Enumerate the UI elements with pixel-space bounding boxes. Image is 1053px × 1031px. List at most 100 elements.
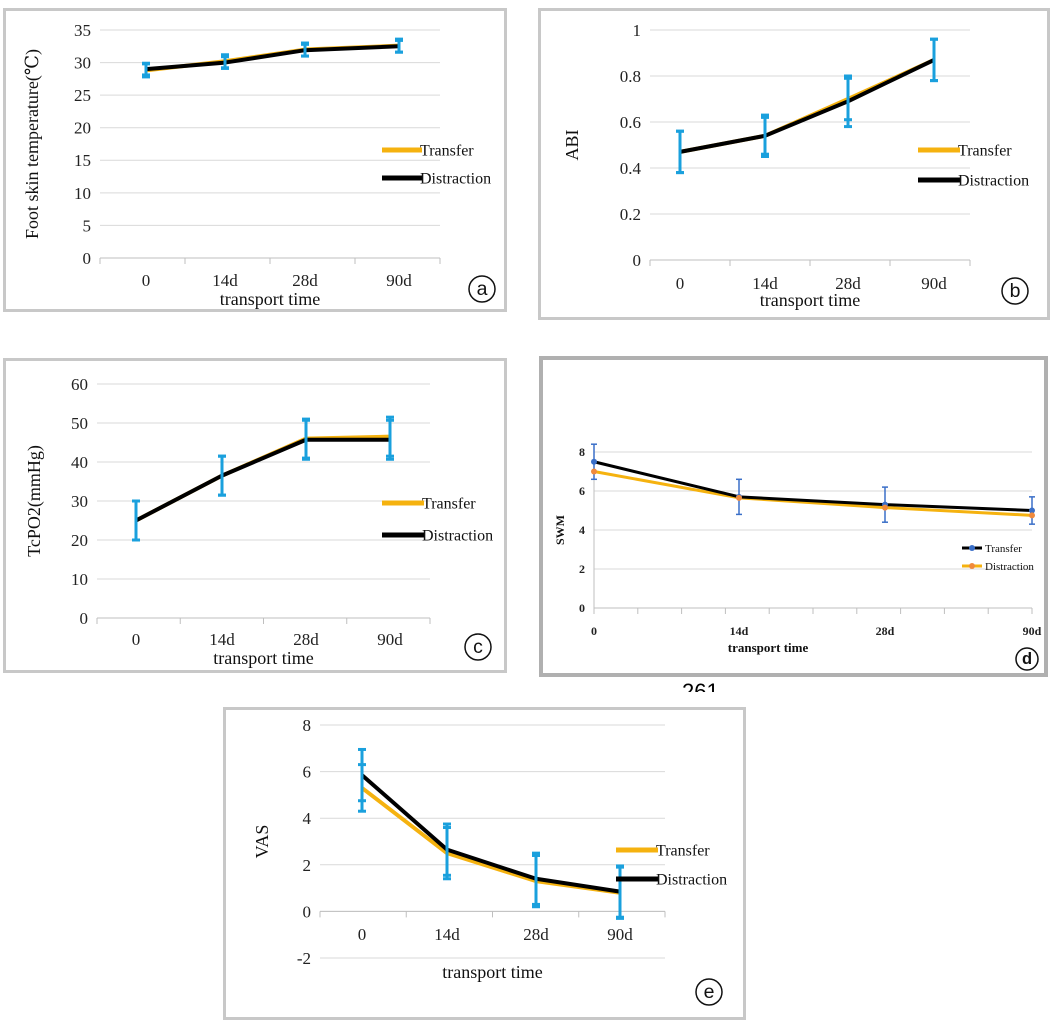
- legend-label: Distraction: [656, 872, 727, 889]
- y-tick-label: 6: [579, 484, 585, 498]
- x-tick-label: 90d: [386, 271, 412, 290]
- legend-label: Transfer: [420, 143, 474, 160]
- page-number: 261: [682, 680, 719, 692]
- x-tick-label: 14d: [752, 274, 778, 293]
- x-axis-label: transport time: [220, 289, 320, 309]
- y-tick-label: 4: [579, 523, 585, 537]
- y-tick-label: 0: [80, 609, 89, 628]
- panel-label: b: [1010, 280, 1021, 302]
- x-tick-label: 14d: [434, 925, 460, 944]
- panel-label-circle: [464, 633, 492, 661]
- panel-label: a: [477, 278, 488, 300]
- panel-label-circle: [695, 978, 723, 1006]
- panel-label-circle: [1015, 647, 1039, 671]
- y-tick-label: 40: [71, 453, 88, 472]
- y-tick-label: 2: [303, 856, 312, 875]
- y-axis-label: Foot skin temperature(℃): [22, 49, 43, 239]
- legend-marker: [969, 545, 975, 551]
- x-tick-label: 90d: [921, 274, 947, 293]
- legend-label: Distraction: [958, 173, 1029, 190]
- x-tick-label: 90d: [377, 630, 403, 649]
- x-tick-label: 90d: [607, 925, 633, 944]
- y-tick-label: 0: [633, 251, 642, 270]
- legend-marker: [969, 563, 975, 569]
- data-point: [1029, 507, 1035, 514]
- y-tick-label: 0: [83, 249, 92, 268]
- y-tick-label: 0.4: [620, 159, 642, 178]
- x-tick-label: 0: [132, 630, 141, 649]
- y-axis-label: VAS: [252, 825, 272, 859]
- legend-label: Transfer: [985, 543, 1022, 555]
- legend-label: Distraction: [422, 528, 493, 545]
- x-tick-label: 28d: [293, 630, 319, 649]
- x-axis-label: transport time: [442, 962, 542, 982]
- series-line-distraction: [135, 437, 390, 523]
- chart-panel-b: 0 0.2 0.4 0.6 0.8 1 0 14d 28d 90d transport time AB…: [538, 8, 1050, 320]
- y-tick-label: 15: [74, 151, 91, 170]
- data-point: [591, 458, 597, 465]
- legend: Transfer Distraction: [382, 143, 491, 188]
- y-tick-label: 0.6: [620, 113, 641, 132]
- y-tick-label: 0: [303, 902, 312, 921]
- y-tick-label: 0: [579, 601, 585, 615]
- y-tick-label: 30: [71, 492, 88, 511]
- series-line-distraction: [679, 58, 935, 154]
- panel-label: e: [704, 981, 715, 1003]
- y-tick-label: 0.2: [620, 205, 641, 224]
- panel-label: c: [473, 636, 483, 658]
- y-tick-label: 60: [71, 375, 88, 394]
- data-point: [1029, 512, 1035, 519]
- legend-label: Transfer: [422, 496, 476, 513]
- x-axis-label: transport time: [728, 640, 809, 655]
- y-tick-label: 8: [579, 445, 585, 459]
- legend-label: Transfer: [656, 843, 710, 860]
- panel-frame: [3, 358, 507, 673]
- series-line-transfer: [593, 460, 1033, 512]
- x-tick-label: 14d: [209, 630, 235, 649]
- y-tick-label: 4: [303, 809, 312, 828]
- x-tick-label: 14d: [212, 271, 238, 290]
- legend-label: Distraction: [985, 561, 1034, 573]
- panel-label: d: [1022, 650, 1032, 668]
- y-tick-label: 10: [74, 184, 91, 203]
- x-tick-label: 0: [676, 274, 685, 293]
- y-tick-label: 0.8: [620, 67, 641, 86]
- y-tick-label: 20: [71, 531, 88, 550]
- y-tick-label: 5: [83, 216, 92, 235]
- chart-panel-c: 0 10 20 30 40 50 60 0 14d 28d 90d transport time TcP…: [3, 358, 507, 673]
- y-tick-label: 1: [633, 21, 642, 40]
- panel-frame: [539, 356, 1048, 677]
- series-line-distraction: [360, 773, 621, 894]
- y-tick-label: 10: [71, 570, 88, 589]
- x-tick-label: 0: [358, 925, 367, 944]
- y-tick-label: 30: [74, 54, 91, 73]
- y-axis-label: TcPO2(mmHg): [24, 445, 45, 557]
- y-tick-label: 2: [579, 562, 585, 576]
- series-line-distraction: [145, 44, 400, 72]
- y-axis-label: SWM: [553, 515, 567, 545]
- panel-label-circle: [1001, 277, 1029, 305]
- chart-panel-a: 0 5 10 15 20 25 30 35 0 14d 28d 90d transport time Fo…: [3, 8, 507, 312]
- legend-label: Transfer: [958, 143, 1012, 160]
- panel-label-circle: [468, 275, 496, 303]
- x-tick-label: 0: [142, 271, 151, 290]
- y-tick-label: 50: [71, 414, 88, 433]
- x-tick-label: 90d: [1023, 624, 1042, 638]
- chart-panel-d: 0 2 4 6 8 0 14d 28d 90d transport time SWM Transfer…: [539, 356, 1048, 677]
- x-tick-label: 28d: [292, 271, 318, 290]
- x-tick-label: 28d: [835, 274, 861, 293]
- x-axis-label: transport time: [213, 648, 313, 668]
- x-tick-label: 14d: [730, 624, 749, 638]
- y-tick-label: 6: [303, 763, 312, 782]
- data-point: [882, 504, 888, 511]
- panel-frame: [538, 8, 1050, 320]
- legend: Transfer Distraction: [616, 843, 727, 889]
- chart-panel-e: -2 0 2 4 6 8 0 14d 28d 90d transport time VAS Transf…: [223, 707, 746, 1020]
- legend: Transfer Distraction: [918, 143, 1029, 190]
- series-line-distraction: [593, 470, 1033, 517]
- x-axis-label: transport time: [760, 290, 860, 310]
- data-point: [736, 494, 742, 501]
- legend-label: Distraction: [420, 171, 491, 188]
- y-tick-label: 8: [303, 716, 312, 735]
